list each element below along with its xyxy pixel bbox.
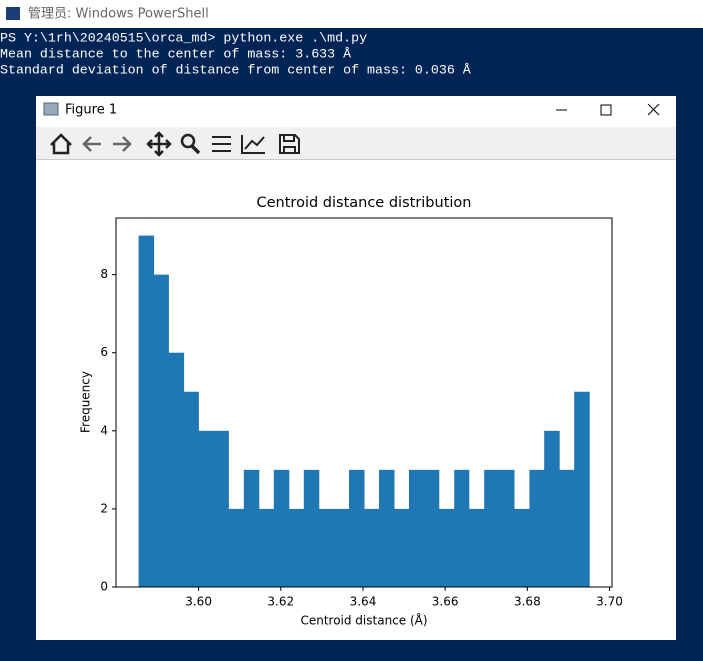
bar [529, 469, 545, 587]
edit-axes-button[interactable] [241, 135, 265, 154]
x-tick-label: 3.62 [267, 595, 294, 609]
y-tick-label: 0 [100, 580, 108, 594]
bar [468, 508, 485, 587]
x-axis-label: Centroid distance (Å) [300, 613, 427, 628]
save-button[interactable] [279, 134, 300, 154]
bar [153, 274, 169, 587]
chart: Centroid distance distribution Centroid … [79, 195, 623, 628]
zoom-handle [190, 144, 201, 155]
bar [228, 508, 245, 587]
bar [243, 469, 260, 587]
powershell-icon [6, 7, 20, 20]
bar [364, 508, 380, 587]
bar [213, 430, 229, 587]
bar [333, 508, 350, 587]
bar [303, 469, 320, 587]
toolbar [36, 127, 676, 160]
bar [544, 430, 560, 587]
back-button[interactable] [82, 136, 101, 152]
x-tick-label: 3.66 [432, 595, 459, 609]
bar [574, 391, 590, 587]
close-button[interactable] [647, 103, 660, 116]
window-titlebar [0, 0, 703, 28]
bar [408, 469, 425, 587]
bar [499, 469, 515, 587]
bar [514, 508, 530, 587]
home-button[interactable] [50, 133, 72, 155]
y-tick-label: 6 [100, 345, 108, 359]
bar [349, 469, 365, 587]
bar [319, 508, 335, 587]
bar [559, 469, 575, 587]
console-line: PS Y:\1rh\20240515\orca_md> python.exe .… [0, 31, 367, 46]
x-tick-label: 3.68 [514, 595, 541, 609]
y-tick-label: 2 [100, 501, 108, 515]
subplots-button[interactable] [212, 136, 231, 152]
figure-icon [43, 102, 59, 116]
bar [424, 469, 440, 587]
zoom-button[interactable] [180, 133, 196, 149]
forward-button[interactable] [113, 136, 132, 152]
chart-title: Centroid distance distribution [257, 195, 472, 211]
maximize-button[interactable] [600, 104, 612, 116]
console-line: Mean distance to the center of mass: 3.6… [0, 47, 351, 62]
x-tick-label: 3.70 [596, 595, 623, 609]
bar [259, 508, 275, 587]
bar [289, 508, 305, 587]
y-axis-label: Frequency [79, 371, 93, 433]
x-tick-label: 3.60 [185, 595, 212, 609]
bar [394, 508, 410, 587]
bar [438, 508, 455, 587]
y-tick-label: 4 [100, 423, 108, 437]
bar [484, 469, 500, 587]
pan-button[interactable] [146, 131, 172, 157]
figure-title: Figure 1 [65, 103, 117, 118]
bar [183, 391, 199, 587]
window-title: 管理员: Windows PowerShell [28, 7, 209, 22]
bar [273, 469, 290, 587]
y-tick-label: 8 [100, 267, 108, 281]
bar [138, 235, 155, 588]
bar [198, 430, 215, 587]
bar [378, 469, 395, 587]
console-line: Standard deviation of distance from cent… [0, 63, 471, 78]
bar [168, 352, 185, 587]
plot-frame [115, 217, 613, 588]
bar [454, 469, 470, 587]
x-tick-label: 3.64 [350, 595, 377, 609]
